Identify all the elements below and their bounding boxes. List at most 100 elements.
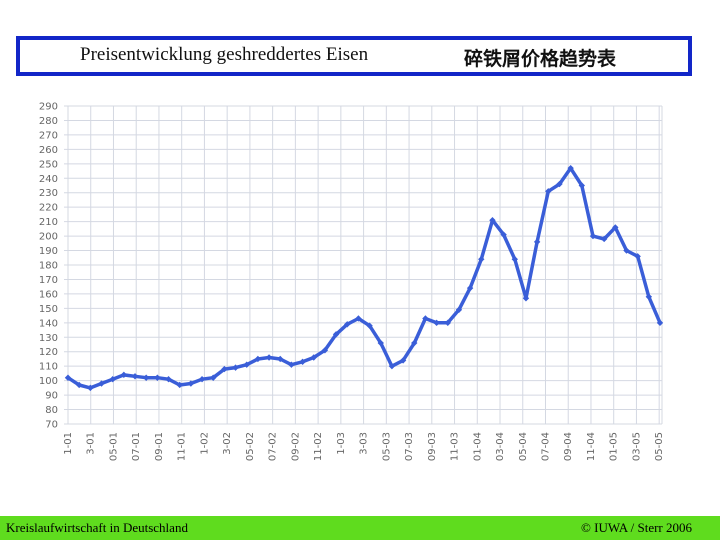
x-tick-label: 09-03	[427, 432, 438, 461]
y-tick-label: 110	[39, 362, 58, 373]
title-german: Preisentwicklung geshreddertes Eisen	[80, 44, 369, 65]
data-point	[645, 293, 653, 300]
data-point	[176, 381, 183, 389]
y-tick-label: 80	[45, 405, 58, 416]
x-tick-label: 11-01	[177, 432, 188, 461]
data-point	[109, 375, 116, 383]
x-tick-label: 05-01	[108, 432, 119, 461]
x-tick-label: 1-03	[336, 432, 347, 455]
y-tick-label: 70	[45, 420, 58, 431]
data-point	[288, 361, 295, 368]
x-tick-label: 09-01	[154, 432, 165, 461]
y-tick-label: 190	[39, 246, 58, 257]
data-point	[120, 371, 128, 379]
x-tick-label: 3-01	[86, 432, 97, 455]
data-point	[165, 375, 172, 383]
y-tick-label: 160	[39, 289, 58, 300]
x-tick-label: 11-04	[586, 432, 597, 461]
x-tick-label: 1-01	[63, 432, 74, 455]
data-point	[87, 384, 94, 392]
data-point	[265, 354, 273, 361]
data-point	[600, 235, 608, 243]
y-tick-label: 180	[39, 261, 58, 272]
x-tick-label: 09-02	[290, 432, 301, 461]
data-point	[332, 331, 340, 338]
data-point	[310, 354, 317, 361]
data-point	[243, 361, 250, 368]
data-point	[656, 319, 664, 327]
x-tick-label: 07-04	[540, 432, 551, 461]
data-point	[466, 284, 474, 292]
data-point	[500, 231, 507, 238]
data-point	[556, 180, 563, 188]
y-tick-label: 280	[39, 116, 58, 127]
x-tick-label: 07-01	[131, 432, 142, 461]
data-point	[567, 164, 574, 172]
data-point	[98, 380, 105, 387]
data-point	[277, 355, 284, 363]
footer-left-text: Kreislaufwirtschaft in Deutschland	[6, 520, 188, 535]
data-point	[210, 374, 217, 381]
x-tick-label: 07-02	[268, 432, 279, 461]
y-tick-label: 260	[39, 145, 58, 156]
data-point	[64, 374, 72, 381]
price-line-chart: 70 80 90 100 110 120 130 140 150 160 170 180 190 200 2…	[39, 102, 665, 462]
x-tick-label: 01-05	[609, 432, 620, 461]
x-tick-label: 3-03	[359, 432, 370, 455]
y-tick-label: 270	[39, 130, 58, 141]
data-point	[221, 365, 228, 373]
y-tick-label: 210	[39, 217, 58, 228]
data-point	[254, 355, 262, 363]
data-point	[612, 224, 619, 231]
y-tick-label: 250	[39, 159, 58, 170]
data-point	[489, 216, 496, 224]
y-tick-label: 240	[39, 174, 58, 185]
x-tick-label: 09-04	[563, 432, 574, 461]
data-point	[533, 238, 541, 246]
x-tick-label: 05-05	[654, 432, 665, 461]
x-tick-label: 05-02	[245, 432, 256, 461]
x-tick-label: 01-04	[472, 432, 483, 461]
y-tick-label: 200	[39, 232, 58, 243]
y-tick-label: 290	[39, 102, 58, 113]
x-tick-label: 05-04	[518, 432, 529, 461]
x-tick-label: 3-02	[222, 432, 233, 455]
y-tick-label: 170	[39, 275, 58, 286]
data-point	[634, 253, 641, 260]
data-point	[589, 232, 597, 240]
data-point	[377, 339, 384, 347]
data-point	[522, 295, 530, 302]
data-point	[299, 358, 306, 366]
y-tick-label: 150	[39, 304, 58, 315]
data-point	[422, 315, 429, 322]
data-point	[411, 339, 418, 347]
x-tick-label: 1-02	[199, 432, 210, 455]
data-point	[478, 256, 485, 263]
x-tick-label: 03-05	[631, 432, 642, 461]
data-point	[142, 374, 150, 381]
data-point	[187, 380, 195, 387]
data-point	[511, 256, 518, 263]
x-tick-label: 07-03	[404, 432, 415, 461]
y-tick-label: 120	[39, 347, 58, 358]
data-point	[545, 188, 552, 195]
y-tick-label: 90	[45, 391, 58, 402]
data-point	[433, 319, 440, 327]
data-point	[455, 306, 463, 314]
x-tick-label: 11-03	[450, 432, 461, 461]
data-point	[366, 322, 373, 329]
x-tick-label: 03-04	[495, 432, 506, 461]
x-tick-label: 05-03	[381, 432, 392, 461]
data-point	[198, 375, 206, 383]
y-tick-label: 220	[39, 203, 58, 214]
data-point	[154, 374, 161, 381]
data-point	[131, 373, 139, 380]
data-point	[75, 381, 83, 389]
data-point	[623, 247, 630, 254]
footer-bar: Kreislaufwirtschaft in Deutschland © IUW…	[0, 516, 720, 540]
data-point	[388, 362, 396, 370]
footer-right-text: © IUWA / Sterr 2006	[581, 520, 692, 535]
title-box: Preisentwicklung geshreddertes Eisen 碎铁屑…	[16, 36, 692, 76]
data-point	[321, 347, 329, 354]
title-chinese: 碎铁屑价格趋势表	[464, 48, 617, 70]
